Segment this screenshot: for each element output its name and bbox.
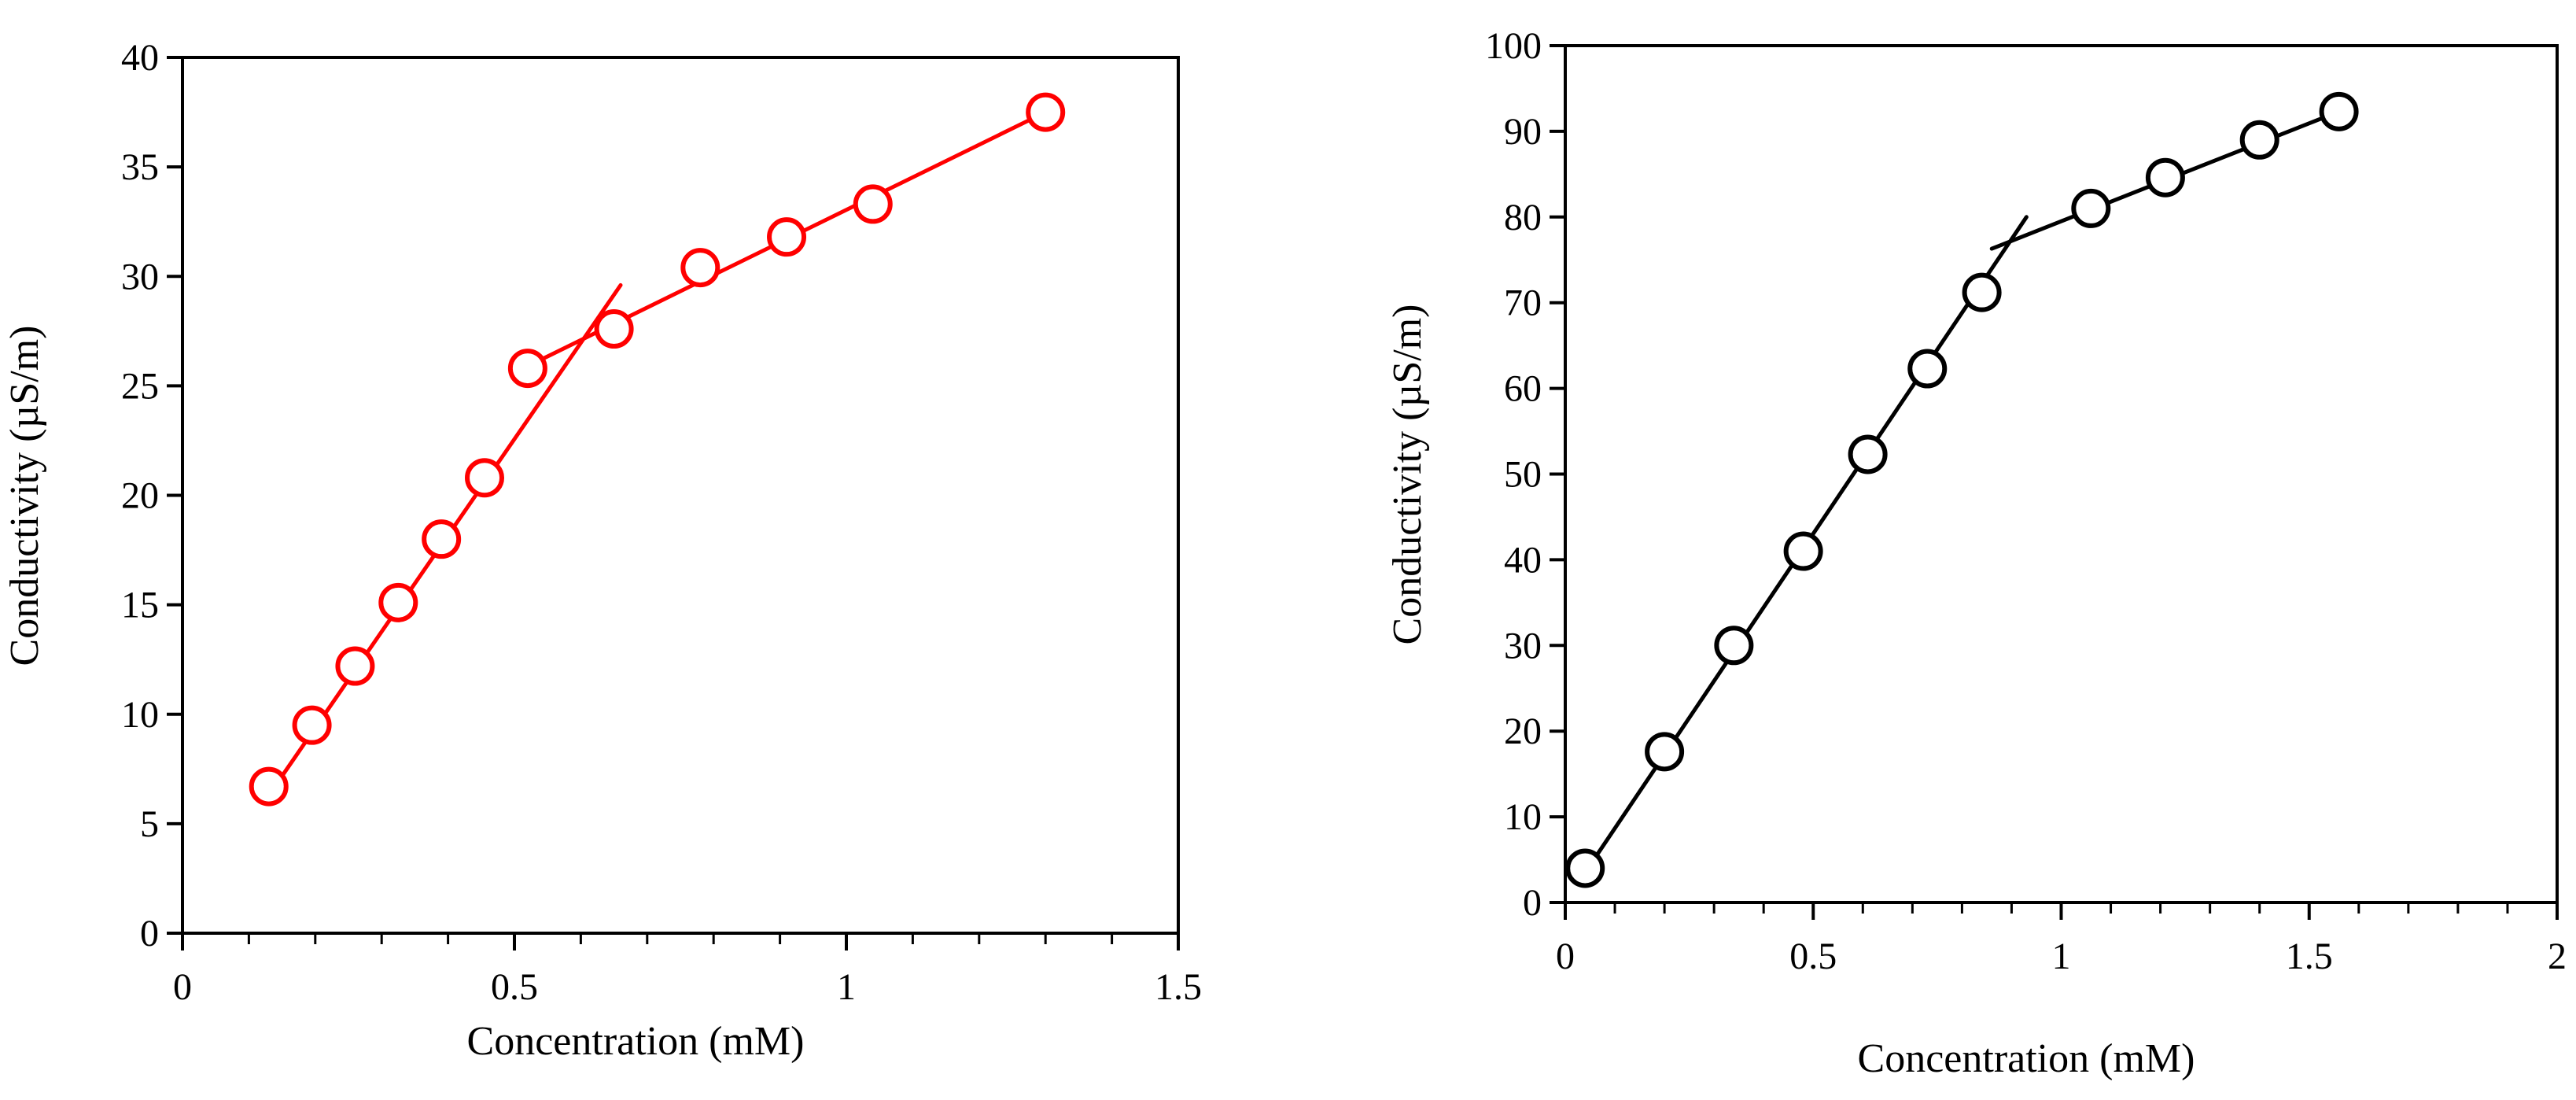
left-chart-y-axis-title: Conductivity (µS/m) <box>2 326 47 666</box>
left-chart-y-tick-label: 30 <box>121 256 159 297</box>
right-chart-x-axis-title: Concentration (mM) <box>1858 1036 2195 1081</box>
left-chart-y-tick-label: 5 <box>140 803 159 845</box>
right-chart-y-tick-label: 100 <box>1485 25 1542 67</box>
left-chart-data-point <box>335 646 375 686</box>
right-chart-data-point <box>2145 157 2185 197</box>
left-chart-data-point <box>767 217 807 257</box>
right-chart-y-tick-label: 90 <box>1504 111 1542 153</box>
left-chart-data-point <box>378 582 418 622</box>
left-chart-tick-labels: 0 0.5 1 1.5 0 5 10 15 20 25 30 35 40 <box>121 37 1202 1008</box>
left-chart-x-tick-label: 0.5 <box>491 966 538 1008</box>
right-chart-y-tick-label: 50 <box>1504 454 1542 496</box>
left-chart-ticks <box>167 56 1180 951</box>
right-chart-x-tick-label: 2 <box>2548 936 2567 977</box>
right-chart-y-axis-title: Conductivity (µS/m) <box>1385 305 1430 645</box>
left-chart-data-point <box>594 309 634 349</box>
right-chart-data-point <box>1714 626 1754 666</box>
right-chart-y-tick-label: 70 <box>1504 282 1542 324</box>
left-chart-x-axis-title: Concentration (mM) <box>467 1019 805 1064</box>
left-chart-plot-area <box>181 56 1180 935</box>
left-chart-data-point <box>507 349 547 389</box>
right-chart-y-tick-label: 40 <box>1504 539 1542 581</box>
right-chart-y-tick-label: 60 <box>1504 368 1542 410</box>
left-chart-data-point <box>249 766 289 807</box>
left-chart-data-point <box>465 458 505 498</box>
right-chart-data-point <box>1962 272 2002 312</box>
left-chart-data-point <box>680 248 720 288</box>
left-chart-y-tick-label: 15 <box>121 585 159 626</box>
left-chart-y-tick-label: 40 <box>121 37 159 79</box>
right-chart-data-point <box>1645 732 1685 772</box>
left-chart-data-point <box>1026 92 1066 132</box>
right-chart-x-tick-label: 1.5 <box>2286 936 2333 977</box>
right-chart-ticks <box>1550 44 2559 920</box>
right-chart-x-tick-label: 0 <box>1556 936 1575 977</box>
right-chart-data-point <box>2319 91 2359 131</box>
right-chart-y-tick-label: 10 <box>1504 796 1542 838</box>
left-chart-y-tick-label: 35 <box>121 146 159 188</box>
left-chart-x-tick-label: 1 <box>837 966 856 1008</box>
left-chart-data-point <box>853 184 893 224</box>
right-chart-x-tick-label: 0.5 <box>1789 936 1837 977</box>
right-chart-data-point <box>1783 531 1823 571</box>
right-chart-data-point <box>1907 349 1948 389</box>
left-chart-y-tick-label: 10 <box>121 694 159 736</box>
left-chart-markers <box>249 92 1066 807</box>
right-chart-data-point <box>1848 434 1888 474</box>
right-chart-x-tick-label: 1 <box>2052 936 2071 977</box>
left-chart-data-point <box>422 519 462 559</box>
left-chart-x-tick-label: 1.5 <box>1155 966 1202 1008</box>
right-chart-data-point <box>2239 120 2279 160</box>
right-chart-y-tick-label: 80 <box>1504 197 1542 238</box>
right-chart-markers <box>1565 91 2359 888</box>
right-chart-data-point <box>2071 188 2111 228</box>
right-chart-data-point <box>1565 848 1605 888</box>
left-chart-y-tick-label: 0 <box>140 913 159 954</box>
left-chart: 0 0.5 1 1.5 0 5 10 15 20 25 30 35 40 Concentration (… <box>2 37 1202 1064</box>
right-chart-y-tick-label: 20 <box>1504 711 1542 752</box>
right-chart-y-tick-label: 0 <box>1523 882 1542 924</box>
left-chart-y-tick-label: 25 <box>121 365 159 407</box>
right-chart-plot-area <box>1564 44 2559 904</box>
right-chart-y-tick-label: 30 <box>1504 625 1542 666</box>
left-chart-y-tick-label: 20 <box>121 475 159 517</box>
left-chart-data-point <box>292 705 332 745</box>
left-chart-x-tick-label: 0 <box>173 966 192 1008</box>
